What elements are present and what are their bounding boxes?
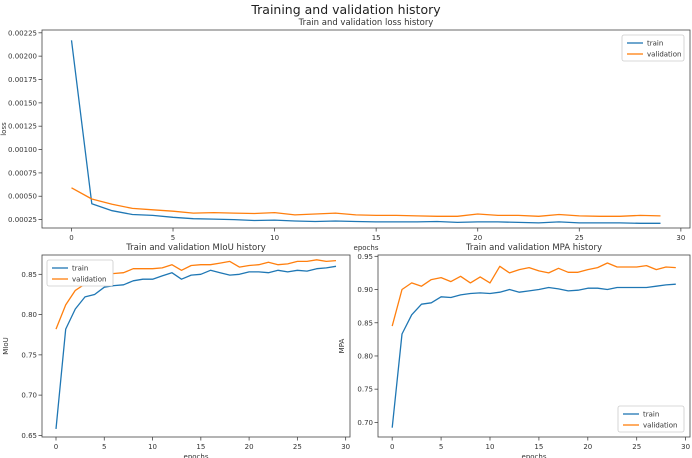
x-tick-label: 20 <box>583 443 592 451</box>
x-axis-label: epochs <box>184 453 209 458</box>
x-tick-label: 25 <box>632 443 641 451</box>
chart-title: Train and validation MPA history <box>465 243 602 253</box>
chart-panel-2: Train and validation MPA history 0 5 10 15 20… <box>338 243 691 458</box>
x-tick-label: 15 <box>534 443 543 451</box>
y-axis-label: MIoU <box>2 337 10 355</box>
x-tick-label: 20 <box>245 443 254 451</box>
y-tick-label: 0.00150 <box>8 99 37 107</box>
legend-label-train: train <box>643 411 659 419</box>
chart-panel-0: Train and validation loss history 0 5 10 15 2… <box>0 18 691 252</box>
x-tick-label: 10 <box>486 443 495 451</box>
x-tick-label: 25 <box>293 443 302 451</box>
y-tick-label: 0.95 <box>357 253 373 261</box>
y-tick-label: 0.65 <box>21 432 37 440</box>
legend-label-validation: validation <box>643 422 677 430</box>
legend-label-validation: validation <box>647 51 681 59</box>
x-tick-label: 10 <box>270 234 279 242</box>
plot-frame <box>377 254 691 438</box>
x-axis-label: epochs <box>522 453 547 458</box>
x-tick-label: 30 <box>676 234 685 242</box>
series-line-validation <box>391 262 676 327</box>
y-tick-label: 0.85 <box>357 319 373 327</box>
y-tick-label: 0.00200 <box>8 53 37 61</box>
chart-title: Train and validation loss history <box>298 18 434 28</box>
y-tick-label: 0.00100 <box>8 146 37 154</box>
series-line-train <box>391 283 676 428</box>
x-tick-label: 30 <box>681 443 690 451</box>
x-tick-label: 5 <box>439 443 443 451</box>
legend: train validation <box>46 259 114 287</box>
y-tick-label: 0.90 <box>357 286 373 294</box>
series-line-train <box>55 265 337 429</box>
y-tick-label: 0.00075 <box>8 169 37 177</box>
y-tick-label: 0.00225 <box>8 29 37 37</box>
y-tick-label: 0.85 <box>21 271 37 279</box>
chart-panel-1: Train and validation MIoU history 0 5 10 15 2… <box>2 243 351 458</box>
x-tick-label: 0 <box>390 443 394 451</box>
y-tick-label: 0.75 <box>357 386 373 394</box>
legend-label-validation: validation <box>72 276 106 284</box>
figure-title: Training and validation history <box>251 2 441 17</box>
y-tick-label: 0.00125 <box>8 123 37 131</box>
x-tick-label: 5 <box>102 443 106 451</box>
y-tick-label: 0.80 <box>21 311 37 319</box>
x-tick-label: 0 <box>69 234 73 242</box>
y-tick-label: 0.00025 <box>8 216 37 224</box>
x-tick-label: 30 <box>341 443 350 451</box>
x-tick-label: 25 <box>575 234 584 242</box>
plot-frame <box>41 254 351 438</box>
y-tick-label: 0.00050 <box>8 193 37 201</box>
plot-frame <box>41 29 691 229</box>
series-line-validation <box>71 187 661 217</box>
y-tick-label: 0.00175 <box>8 76 37 84</box>
legend-label-train: train <box>647 40 663 48</box>
legend: train validation <box>621 34 685 62</box>
y-tick-label: 0.70 <box>21 392 37 400</box>
y-tick-label: 0.80 <box>357 352 373 360</box>
x-tick-label: 5 <box>171 234 175 242</box>
x-tick-label: 10 <box>148 443 157 451</box>
y-axis-label: loss <box>0 122 8 136</box>
x-tick-label: 15 <box>372 234 381 242</box>
x-tick-label: 15 <box>196 443 205 451</box>
series-line-train <box>70 40 661 224</box>
chart-title: Train and validation MIoU history <box>125 243 266 253</box>
x-tick-label: 20 <box>473 234 482 242</box>
x-tick-label: 0 <box>54 443 58 451</box>
y-tick-label: 0.75 <box>21 351 37 359</box>
y-tick-label: 0.70 <box>357 419 373 427</box>
legend-label-train: train <box>72 265 88 273</box>
legend: train validation <box>617 405 685 433</box>
x-axis-label: epochs <box>354 244 379 252</box>
y-axis-label: MPA <box>338 338 346 353</box>
